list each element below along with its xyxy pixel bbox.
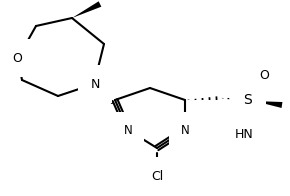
Text: N: N (124, 123, 132, 136)
Text: N: N (90, 77, 100, 91)
Text: N: N (181, 123, 189, 136)
Text: O: O (12, 52, 22, 64)
Text: O: O (259, 68, 269, 82)
Text: Cl: Cl (151, 170, 163, 182)
Text: S: S (244, 93, 252, 107)
Text: HN: HN (235, 129, 253, 142)
Polygon shape (72, 1, 101, 18)
Polygon shape (254, 101, 282, 108)
